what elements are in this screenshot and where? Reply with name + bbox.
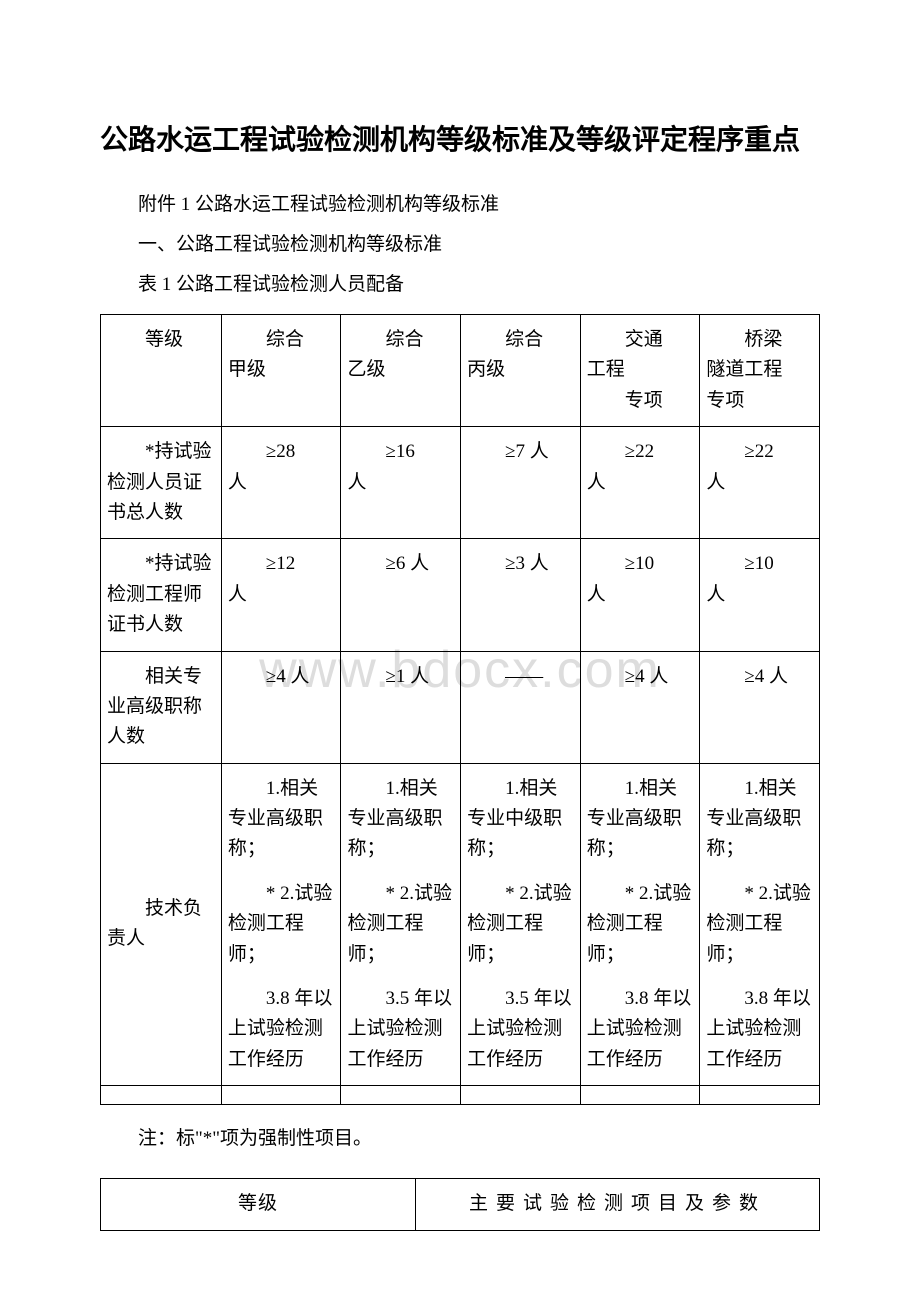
table-row: 技术负责人 1.相关专业高级职称； * 2.试验检测工程师； 3.8 年以上试验… (101, 763, 820, 1086)
row-label: 技术负责人 (101, 763, 222, 1086)
cell (461, 1086, 581, 1105)
header-col-1: 综合 甲级 (221, 315, 341, 427)
cell: ≥1 人 (341, 651, 461, 763)
table-row: 相关专业高级职称人数 ≥4 人 ≥1 人 —— ≥4 人 ≥4 人 (101, 651, 820, 763)
cell: ≥22 人 (700, 427, 820, 539)
cell: ≥6 人 (341, 539, 461, 651)
row-label: *持试验检测人员证书总人数 (101, 427, 222, 539)
cell: ≥28 人 (221, 427, 341, 539)
table-row: 等级 综合 甲级 综合 乙级 综合 丙级 交通 工程 专项 (101, 315, 820, 427)
row-label: 相关专业高级职称人数 (101, 651, 222, 763)
table-personnel: 等级 综合 甲级 综合 乙级 综合 丙级 交通 工程 专项 (100, 314, 820, 1105)
cell (221, 1086, 341, 1105)
cell: 1.相关专业高级职称； * 2.试验检测工程师； 3.5 年以上试验检测工作经历 (341, 763, 461, 1086)
cell: —— (461, 651, 581, 763)
paragraph-table-caption: 表 1 公路工程试验检测人员配备 (100, 266, 820, 304)
header-col-3: 综合 丙级 (461, 315, 581, 427)
row-label: *持试验检测工程师证书人数 (101, 539, 222, 651)
header-level: 等级 (101, 315, 222, 427)
cell: 1.相关专业高级职称； * 2.试验检测工程师； 3.8 年以上试验检测工作经历 (221, 763, 341, 1086)
header-col-5: 桥梁 隧道工程 专项 (700, 315, 820, 427)
header-col-4: 交通 工程 专项 (580, 315, 700, 427)
header-items: 主要试验检测项目及参数 (415, 1179, 819, 1230)
cell (700, 1086, 820, 1105)
cell: 1.相关专业中级职称； * 2.试验检测工程师； 3.5 年以上试验检测工作经历 (461, 763, 581, 1086)
page-title: 公路水运工程试验检测机构等级标准及等级评定程序重点 (100, 120, 820, 162)
table-items: 等级 主要试验检测项目及参数 (100, 1178, 820, 1230)
paragraph-attachment: 附件 1 公路水运工程试验检测机构等级标准 (100, 186, 820, 224)
cell (341, 1086, 461, 1105)
cell (101, 1086, 222, 1105)
cell: ≥10 人 (700, 539, 820, 651)
header-col-2: 综合 乙级 (341, 315, 461, 427)
cell: ≥4 人 (221, 651, 341, 763)
table-row: *持试验检测人员证书总人数 ≥28 人 ≥16 人 ≥7 人 ≥22 人 (101, 427, 820, 539)
cell: ≥22 人 (580, 427, 700, 539)
table-row: *持试验检测工程师证书人数 ≥12 人 ≥6 人 ≥3 人 ≥10 人 ≥10 (101, 539, 820, 651)
cell: ≥3 人 (461, 539, 581, 651)
cell: 1.相关专业高级职称； * 2.试验检测工程师； 3.8 年以上试验检测工作经历 (700, 763, 820, 1086)
cell: ≥12 人 (221, 539, 341, 651)
cell (580, 1086, 700, 1105)
table-row (101, 1086, 820, 1105)
paragraph-section: 一、公路工程试验检测机构等级标准 (100, 226, 820, 264)
cell: ≥16 人 (341, 427, 461, 539)
cell: 1.相关专业高级职称； * 2.试验检测工程师； 3.8 年以上试验检测工作经历 (580, 763, 700, 1086)
cell: ≥7 人 (461, 427, 581, 539)
table-note: 注：标"*"项为强制性项目。 (100, 1123, 820, 1150)
cell: ≥4 人 (700, 651, 820, 763)
cell: ≥10 人 (580, 539, 700, 651)
table-row: 等级 主要试验检测项目及参数 (101, 1179, 820, 1230)
cell: ≥4 人 (580, 651, 700, 763)
header-level-2: 等级 (101, 1179, 416, 1230)
